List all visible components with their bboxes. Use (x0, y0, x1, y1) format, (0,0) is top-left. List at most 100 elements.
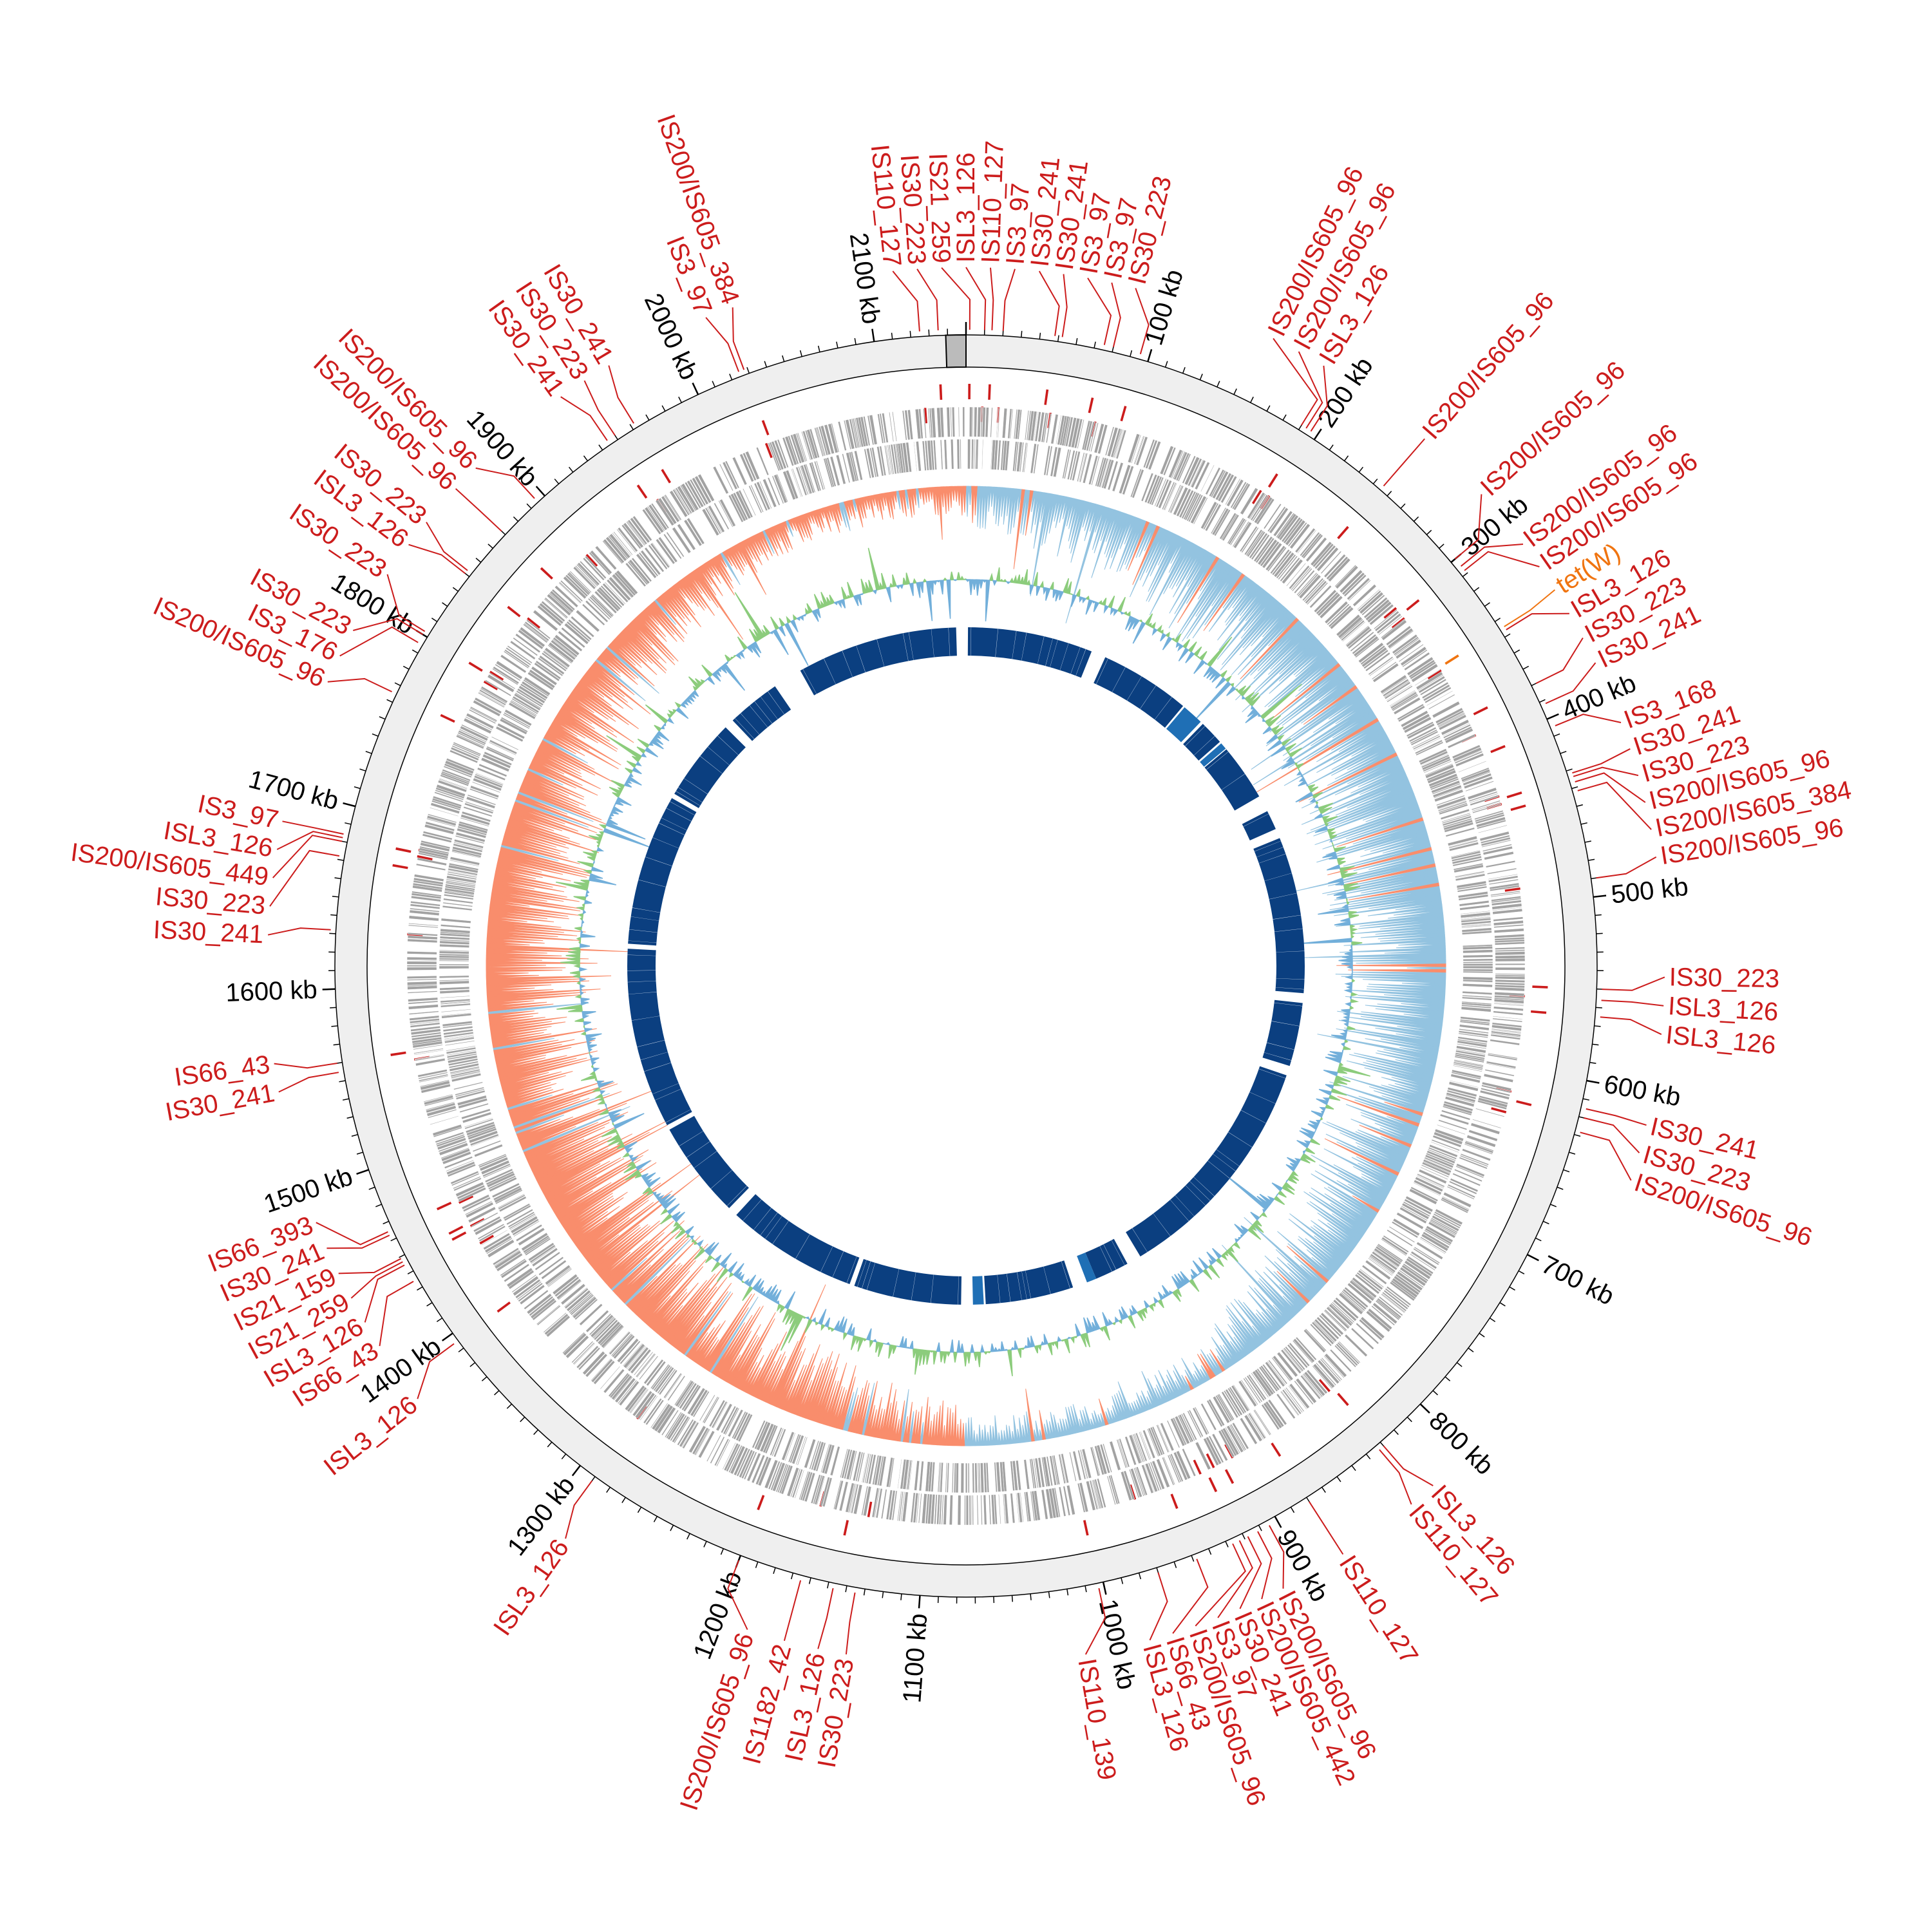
is-element-label: ISL3_126 (1665, 1021, 1777, 1060)
inner-block-divider (735, 718, 755, 739)
minor-tick (417, 1286, 423, 1291)
minor-tick (1499, 1302, 1506, 1307)
minor-tick (1406, 1416, 1412, 1423)
label-leader-line (339, 626, 419, 657)
inner-block-divider (1132, 1228, 1148, 1253)
minor-tick (1343, 455, 1349, 462)
minor-tick (1075, 338, 1078, 345)
minor-tick (1011, 1595, 1014, 1602)
inner-block-divider (710, 1170, 732, 1189)
major-tick (1102, 1582, 1107, 1595)
minor-tick (1504, 633, 1511, 638)
label-leader-line (1379, 1449, 1412, 1505)
inner-block-alt (1200, 743, 1226, 767)
gene-track-forward (406, 406, 1526, 1526)
minor-tick (568, 466, 574, 473)
minor-tick (1365, 1454, 1371, 1460)
inner-block-divider (1075, 649, 1086, 676)
major-tick (871, 328, 875, 342)
minor-tick (909, 330, 911, 337)
label-leader-line (1002, 269, 1016, 331)
minor-tick (1569, 1151, 1576, 1155)
inner-block-divider (627, 954, 656, 956)
inner-block (1253, 838, 1305, 994)
inner-block-divider (931, 629, 934, 658)
label-leader-line (1580, 1132, 1632, 1181)
inner-block-divider (820, 1246, 833, 1273)
inner-block-divider (740, 713, 760, 735)
inner-block-divider (1243, 813, 1269, 827)
inner-block-divider (678, 787, 703, 802)
label-leader-line (364, 1264, 405, 1323)
minor-tick (687, 1533, 690, 1540)
minor-tick (1048, 1591, 1050, 1598)
inner-block-divider (832, 1251, 844, 1278)
major-tick (1593, 895, 1607, 898)
minor-tick (345, 822, 352, 825)
inner-block-divider (893, 1269, 900, 1297)
inner-block-divider (760, 696, 778, 719)
is-element-mark (1383, 607, 1397, 619)
inner-block-divider (1228, 1132, 1253, 1148)
is-element-mark (540, 567, 553, 580)
inner-block-divider (908, 632, 914, 660)
minor-tick (645, 414, 650, 421)
inner-block-divider (760, 1212, 778, 1236)
label-leader-line (1454, 494, 1482, 560)
inner-block-divider (1185, 1185, 1206, 1206)
inner-block-divider (679, 1131, 703, 1146)
minor-tick (359, 768, 366, 772)
minor-tick (1358, 466, 1364, 473)
inner-block-divider (995, 629, 998, 658)
minor-tick (637, 1506, 642, 1513)
inner-block-divider (749, 705, 768, 728)
inner-block-divider (652, 1083, 679, 1094)
is-element-mark (1510, 804, 1526, 811)
is-element-mark (458, 1195, 474, 1204)
is-element-mark (1337, 526, 1349, 540)
minor-tick (342, 1098, 350, 1101)
minor-tick (790, 1573, 794, 1580)
minor-tick (1542, 1220, 1549, 1225)
inner-block-divider (997, 1274, 1001, 1303)
label-leader-line (282, 820, 344, 835)
tick-label: 200 kb (1312, 352, 1379, 432)
minor-tick (1182, 366, 1186, 374)
minor-tick (329, 933, 336, 934)
label-leader-line (783, 1580, 802, 1641)
minor-tick (729, 374, 733, 381)
inner-block (628, 798, 697, 946)
minor-tick (494, 1390, 500, 1396)
is-element-mark (1267, 473, 1278, 488)
is-element-mark (761, 420, 770, 435)
is-element-mark (440, 714, 455, 723)
is-element-label: IS21_259 (923, 153, 956, 264)
label-leader-line (1555, 714, 1622, 726)
major-tick (1546, 713, 1559, 720)
is-element-mark (757, 1495, 765, 1510)
inner-block-divider (1061, 1261, 1070, 1289)
major-tick (571, 1464, 582, 1477)
is-element-mark (390, 1051, 406, 1056)
label-leader-line (941, 267, 971, 330)
minor-tick (1566, 768, 1573, 772)
minor-tick (1094, 341, 1096, 348)
is-element-mark (1120, 406, 1127, 422)
is-element-mark (436, 1202, 452, 1211)
inner-block-divider (767, 691, 784, 715)
minor-tick (782, 355, 785, 362)
inner-block-divider (676, 791, 701, 806)
is-element-mark (1193, 1459, 1202, 1475)
minor-tick (891, 332, 893, 339)
label-leader-line (1269, 1525, 1285, 1589)
minor-tick (629, 424, 634, 430)
is-element-mark (1391, 617, 1405, 629)
is-element-mark (1208, 1477, 1218, 1493)
gc-skew-positive (488, 486, 1446, 1446)
minor-tick (1489, 1318, 1496, 1322)
inner-block-divider (1271, 1021, 1300, 1027)
inner-block-divider (866, 1262, 875, 1290)
inner-block-divider (631, 1016, 660, 1021)
minor-tick (469, 1362, 476, 1367)
